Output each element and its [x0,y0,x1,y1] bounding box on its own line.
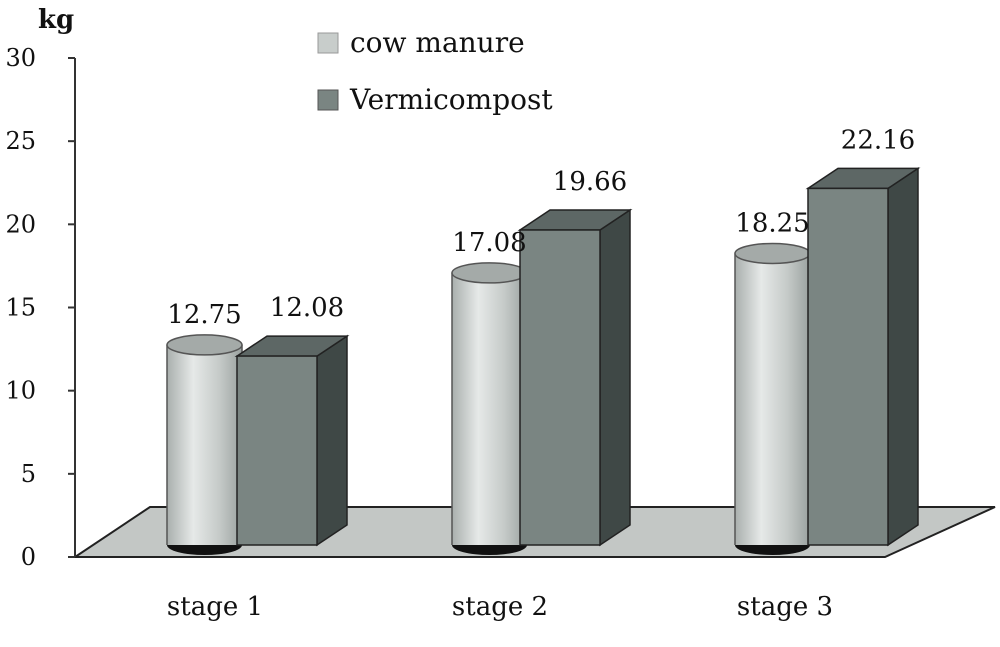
value-label-vermicompost: 12.08 [270,293,344,323]
legend-label-cow-manure: cow manure [350,26,525,59]
legend: cow manure Vermicompost [317,26,553,116]
y-tick-label: 0 [21,543,36,571]
value-label-cow-manure: 18.25 [735,208,809,238]
y-tick-label: 15 [5,294,36,322]
legend-swatch-vermicompost [317,89,339,111]
bar-cow-manure [451,262,528,555]
value-label-cow-manure: 17.08 [452,228,526,258]
category-label: stage 3 [737,592,833,622]
y-tick-label: 30 [5,44,36,72]
category-labels-group: stage 1 stage 2 stage 3 [167,592,833,622]
legend-swatch-cow-manure [317,32,339,54]
y-tick-label: 5 [21,460,36,488]
value-label-cow-manure: 12.75 [167,300,241,330]
bars-group [166,167,921,555]
bar-vermicompost [517,208,633,547]
y-tick-label: 10 [5,377,36,405]
value-label-vermicompost: 22.16 [841,125,915,155]
category-label: stage 1 [167,592,263,622]
y-tick-label: 25 [5,127,36,155]
y-axis-ticks: 0 5 10 15 20 25 30 [5,44,75,571]
y-tick-label: 20 [5,210,36,238]
bar-vermicompost [805,167,921,547]
category-label: stage 2 [452,592,548,622]
bar-vermicompost [234,334,350,547]
value-labels-group: 12.75 12.08 17.08 19.66 18.25 22.16 [167,125,915,330]
value-label-vermicompost: 19.66 [553,167,627,197]
legend-label-vermicompost: Vermicompost [349,83,553,116]
bar-cow-manure [166,334,243,555]
bar-cow-manure [734,242,811,555]
y-axis-unit-label: kg [38,5,74,35]
